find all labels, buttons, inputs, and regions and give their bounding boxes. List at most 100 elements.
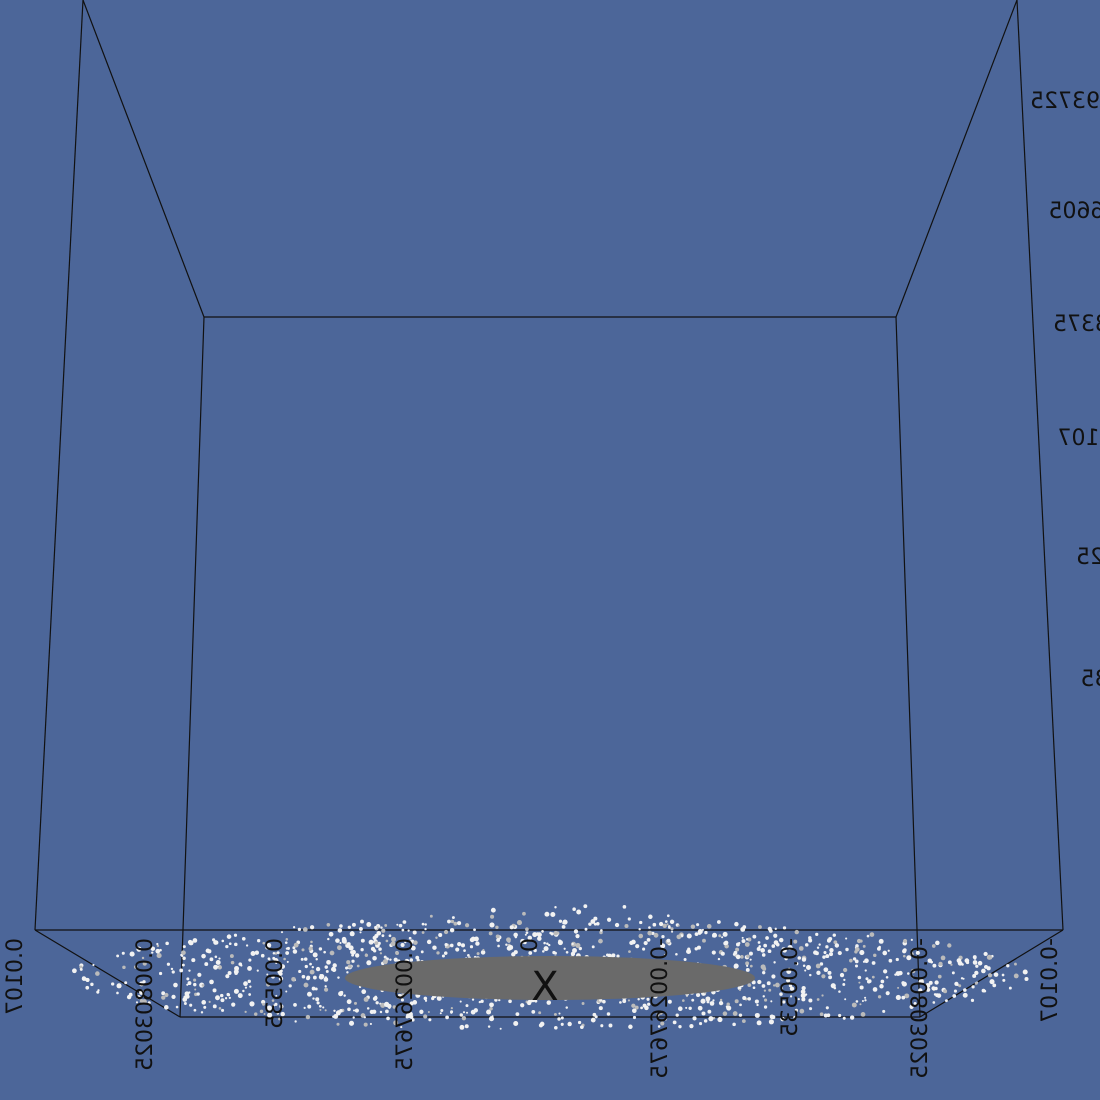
point [830,983,836,989]
point [683,958,687,962]
point [782,926,787,930]
point [498,998,501,1002]
point [262,1002,265,1006]
point [323,977,329,982]
point [285,990,288,993]
point [829,947,834,953]
point [934,986,938,991]
point [316,1001,320,1005]
point [808,998,813,1003]
point [337,976,340,979]
point [600,1024,604,1028]
point [977,960,983,966]
point [784,956,788,961]
point [312,997,315,1000]
point [614,922,620,928]
point [531,1009,536,1014]
point [552,950,556,955]
point [660,1021,665,1026]
point [147,1001,151,1005]
point [293,942,299,948]
point [216,965,219,968]
point [506,937,511,943]
point [482,948,485,952]
point [234,966,240,972]
point [164,992,169,998]
point [771,974,776,979]
point [336,1022,340,1026]
point [331,966,336,971]
point [749,964,753,968]
point [95,971,100,976]
point [842,1016,846,1020]
point [182,997,188,1002]
point [309,925,315,930]
point [233,933,238,937]
point [111,982,115,986]
point [705,996,711,1002]
point [204,962,209,967]
point [323,987,329,992]
edge [919,929,1064,1018]
point [735,947,740,952]
point [628,950,631,953]
point [207,949,212,954]
point [720,951,725,956]
point [676,934,682,940]
point [224,997,228,1000]
point [225,945,229,949]
point [166,962,171,966]
point [214,955,218,959]
point [188,969,191,972]
point [533,948,537,953]
point [201,983,205,987]
point [395,951,399,955]
point [605,953,609,957]
point [1014,962,1017,966]
point [361,989,367,995]
point [292,926,296,929]
point [571,942,574,945]
point [213,964,219,970]
point [804,943,809,947]
point [409,1001,414,1006]
point [541,930,544,933]
point [936,993,942,998]
point [766,981,771,986]
point [638,933,644,939]
point [486,1009,492,1015]
point [577,1020,582,1025]
point [789,995,793,998]
point [570,951,576,956]
x-tick-label: 0 [518,938,543,952]
point [292,946,296,950]
point [546,942,549,946]
point [575,934,580,939]
point [657,1025,661,1028]
point [639,920,643,925]
point [950,963,953,966]
point [527,999,532,1004]
point [343,994,346,997]
point [421,931,425,934]
point [221,1008,225,1012]
x-tick-label: -0.00267675 [648,938,673,1079]
point [722,931,728,937]
point [918,979,924,985]
point [359,931,362,934]
point [227,993,231,997]
point [804,969,807,972]
point [844,998,847,1001]
point [449,943,454,948]
point [337,928,343,933]
point [315,958,318,961]
point [445,1015,449,1020]
point [797,956,802,960]
point [347,1007,351,1012]
point [689,1023,694,1029]
point [751,980,756,985]
point [794,929,799,935]
point [595,921,600,926]
point [259,1009,264,1014]
point [339,941,342,945]
